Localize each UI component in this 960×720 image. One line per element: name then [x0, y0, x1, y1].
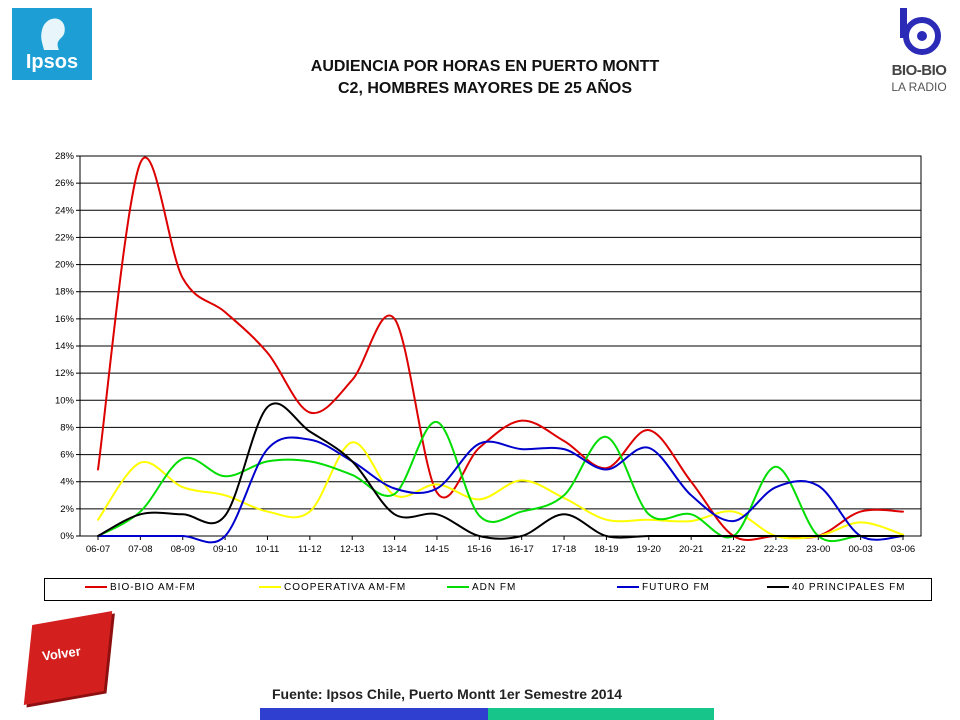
series-line-3 — [97, 421, 904, 543]
chart-legend: BIO-BIO AM-FM COOPERATIVA AM-FM ADN FM FUTU… — [44, 578, 932, 601]
y-tick-label: 24% — [55, 205, 75, 216]
biobio-logo-text: BIO-BIO — [891, 62, 947, 79]
chart-area: 0% 2% 4% 6% 8% 10% 12% 14% 16% 18% 20% 22% 24% 26% 28%… — [38, 145, 932, 560]
line-chart: 0% 2% 4% 6% 8% 10% 12% 14% 16% 18% 20% 22% 24% 26% 28%… — [55, 151, 922, 555]
legend-label: COOPERATIVA AM-FM — [284, 582, 407, 593]
y-tick-label: 22% — [55, 232, 75, 243]
legend-swatch — [85, 586, 107, 589]
y-tick-label: 8% — [60, 422, 74, 433]
ipsos-logo: Ipsos — [12, 8, 92, 80]
title-line-1: AUDIENCIA POR HORAS EN PUERTO MONTT — [310, 58, 660, 75]
x-tick-label: 23-00 — [806, 544, 830, 555]
legend-swatch — [447, 586, 469, 589]
x-tick-label: 11-12 — [298, 544, 322, 555]
y-tick-label: 14% — [55, 341, 75, 352]
y-tick-label: 12% — [55, 368, 75, 379]
source-note: Fuente: Ipsos Chile, Puerto Montt 1er Se… — [272, 686, 623, 702]
x-tick-label: 18-19 — [594, 544, 618, 555]
y-tick-label: 18% — [55, 287, 75, 298]
series-line-2 — [97, 441, 904, 540]
y-tick-label: 26% — [55, 178, 75, 189]
legend-label: 40 PRINCIPALES FM — [792, 582, 906, 593]
y-tick-label: 28% — [55, 151, 75, 162]
volver-button[interactable]: Volver — [23, 610, 113, 706]
x-tick-label: 22-23 — [764, 544, 788, 555]
legend-item: ADN FM — [447, 582, 516, 593]
legend-swatch — [259, 586, 281, 589]
y-tick-label: 6% — [60, 450, 74, 461]
x-tick-label: 03-06 — [891, 544, 915, 555]
x-tick-label: 00-03 — [848, 544, 872, 555]
legend-label: BIO-BIO AM-FM — [110, 582, 196, 593]
x-tick-label: 20-21 — [679, 544, 703, 555]
biobio-logo: BIO-BIO LA RADIO — [880, 4, 958, 100]
footer-bar-blue — [260, 708, 488, 720]
ipsos-logo-text: Ipsos — [25, 51, 79, 73]
x-tick-label: 16-17 — [510, 544, 534, 555]
x-tick-label: 21-22 — [721, 544, 745, 555]
x-tick-label: 12-13 — [340, 544, 364, 555]
series-line-5 — [97, 402, 904, 540]
chart-title: AUDIENCIA POR HORAS EN PUERTO MONTT C2, … — [220, 56, 750, 100]
legend-item: BIO-BIO AM-FM — [85, 582, 196, 593]
y-tick-label: 10% — [55, 395, 75, 406]
legend-label: ADN FM — [472, 582, 517, 593]
legend-swatch — [617, 586, 639, 589]
x-tick-label: 06-07 — [86, 544, 110, 555]
x-tick-label: 09-10 — [213, 544, 237, 555]
y-tick-label: 20% — [55, 260, 75, 271]
biobio-logo-subtext: LA RADIO — [891, 80, 947, 94]
x-tick-label: 15-16 — [467, 544, 491, 555]
legend-swatch — [767, 586, 789, 589]
legend-label: FUTURO FM — [642, 582, 710, 593]
x-tick-label: 14-15 — [425, 544, 449, 555]
x-tick-label: 07-08 — [128, 544, 152, 555]
biobio-mark-icon — [900, 8, 941, 55]
title-line-2: C2, HOMBRES MAYORES DE 25 AÑOS — [338, 80, 632, 97]
x-tick-label: 19-20 — [637, 544, 661, 555]
legend-item: COOPERATIVA AM-FM — [259, 582, 406, 593]
ipsos-face-icon — [41, 18, 65, 50]
legend-item: 40 PRINCIPALES FM — [767, 582, 906, 593]
x-tick-label: 10-11 — [256, 544, 280, 555]
x-tick-label: 13-14 — [382, 544, 406, 555]
series-line-4 — [97, 436, 904, 544]
y-tick-label: 16% — [55, 314, 75, 325]
y-tick-label: 4% — [60, 477, 74, 488]
x-tick-label: 17-18 — [552, 544, 576, 555]
legend-item: FUTURO FM — [617, 582, 710, 593]
series-line-1 — [97, 156, 904, 541]
y-tick-label: 2% — [60, 504, 74, 515]
x-tick-label: 08-09 — [171, 544, 195, 555]
footer-bar-teal — [488, 708, 714, 720]
y-tick-label: 0% — [60, 531, 74, 542]
